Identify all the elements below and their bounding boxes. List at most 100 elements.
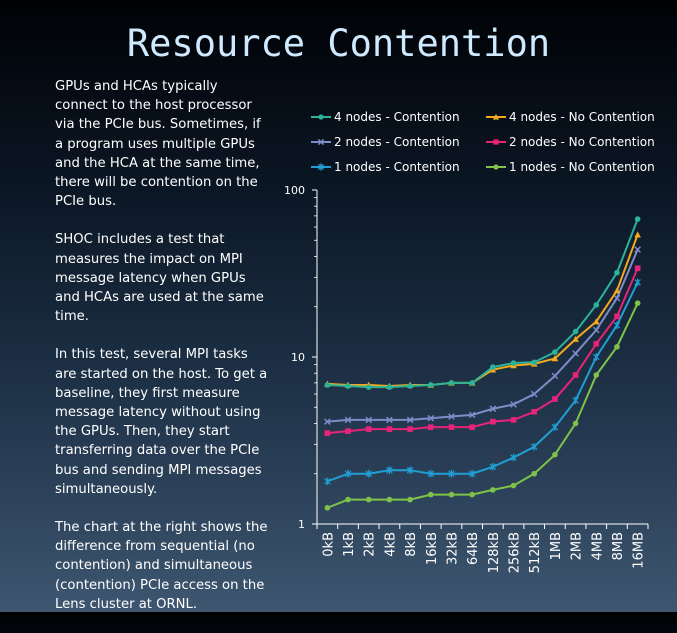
data-point [531, 470, 538, 477]
data-point [407, 383, 413, 389]
legend-marker-icon [311, 114, 331, 120]
data-point [365, 426, 372, 432]
data-point [593, 372, 600, 378]
data-point [427, 424, 434, 430]
x-tick-label: 4MB [590, 532, 605, 560]
data-point [510, 482, 517, 489]
legend-item: 1 nodes - Contention [310, 160, 460, 174]
data-point [344, 416, 352, 424]
paragraph: In this test, several MPI tasks are star… [55, 347, 268, 497]
data-point [551, 355, 559, 362]
data-point [572, 372, 579, 378]
legend-label: 1 nodes - Contention [334, 160, 460, 174]
data-point [593, 353, 600, 361]
data-point [386, 416, 393, 424]
data-point [492, 113, 500, 120]
data-point [448, 380, 455, 386]
y-tick-label: 100 [284, 184, 305, 197]
data-point [551, 372, 559, 380]
x-tick-label: 8MB [611, 532, 626, 560]
data-point [427, 469, 435, 478]
data-point [634, 278, 641, 287]
data-point [427, 414, 435, 422]
data-point [552, 396, 558, 402]
data-point [493, 139, 499, 145]
data-point [490, 364, 496, 370]
data-point [324, 430, 331, 436]
data-point [324, 418, 331, 425]
legend-marker-icon [311, 163, 331, 171]
data-point [510, 417, 517, 423]
paragraph: GPUs and HCAs typically connect to the h… [55, 79, 261, 210]
data-point [510, 453, 517, 462]
data-point [469, 491, 475, 498]
data-point [614, 313, 620, 320]
data-point [634, 216, 641, 222]
data-point [552, 451, 558, 458]
data-point [386, 466, 393, 474]
x-tick-label: 16kB [425, 532, 440, 565]
data-point [407, 426, 413, 432]
data-point [489, 463, 497, 471]
x-tick-label: 64kB [466, 532, 481, 565]
legend-item: 4 nodes - No Contention [485, 110, 655, 124]
data-point [552, 349, 558, 355]
data-point [614, 269, 620, 276]
data-point [386, 496, 393, 503]
data-point [634, 246, 641, 253]
x-tick-label: 128kB [487, 532, 502, 573]
data-point [324, 477, 331, 486]
x-tick-label: 0kB [321, 532, 336, 557]
data-point [613, 287, 621, 294]
x-tick-label: 32kB [445, 532, 460, 565]
series-group [324, 265, 641, 436]
data-point [592, 318, 600, 325]
data-point [448, 469, 455, 478]
legend-item: 4 nodes - Contention [310, 110, 460, 124]
data-point [572, 350, 579, 357]
data-point [489, 405, 497, 413]
data-point [365, 416, 373, 424]
data-point [634, 300, 641, 306]
data-point [345, 496, 351, 503]
data-point [531, 408, 538, 415]
legend-marker-icon [486, 113, 506, 120]
data-point [551, 423, 559, 431]
data-point [634, 231, 641, 238]
x-tick-label: 512kB [528, 532, 543, 573]
data-point [318, 114, 324, 120]
y-tick-label: 10 [291, 351, 305, 364]
data-point [386, 384, 393, 390]
data-point [365, 496, 372, 503]
legend-item: 2 nodes - Contention [310, 135, 460, 149]
data-point [572, 335, 579, 342]
data-point [614, 344, 620, 350]
data-point [531, 359, 538, 366]
data-point [448, 491, 455, 498]
data-point [448, 413, 455, 420]
x-tick-label: 256kB [508, 532, 523, 573]
series-line [327, 249, 639, 423]
data-point [530, 442, 538, 451]
data-point [448, 424, 455, 430]
series-line [326, 281, 639, 483]
data-point [613, 321, 621, 330]
legend-label: 4 nodes - Contention [334, 110, 460, 124]
data-point [406, 466, 414, 474]
series-line [327, 267, 639, 435]
data-point [593, 340, 600, 347]
data-point [592, 326, 600, 334]
x-tick-label: 16MB [632, 532, 647, 569]
data-point [469, 380, 475, 386]
legend-marker-icon [486, 164, 506, 170]
latency-line-chart: 1 10 100 0kB 1kB 2kB 4kB 8kB 16kB 32kB 64kB 128kB 25… [284, 184, 647, 573]
data-point [317, 138, 325, 146]
slide-title: Resource Contention [126, 22, 551, 65]
data-point [572, 328, 579, 335]
data-point [407, 496, 413, 503]
data-point [490, 418, 496, 425]
x-tick-label: 1kB [342, 532, 357, 557]
legend-marker-icon [486, 139, 506, 145]
series-group [324, 216, 641, 390]
series-group [324, 246, 641, 425]
